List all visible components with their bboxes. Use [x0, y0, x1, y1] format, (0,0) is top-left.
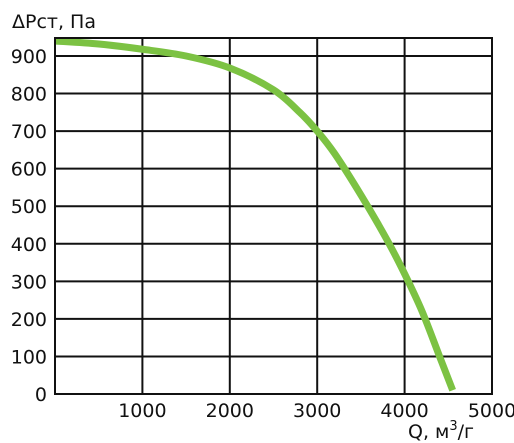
y-tick-label-500: 500 — [11, 196, 47, 218]
y-tick-label-900: 900 — [11, 46, 47, 68]
y-tick-label-400: 400 — [11, 234, 47, 256]
x-tick-label-1000: 1000 — [118, 400, 166, 422]
y-tick-label-0: 0 — [35, 384, 47, 406]
x-axis-title-sup: 3 — [449, 419, 457, 434]
plot-frame — [54, 37, 493, 395]
y-tick-label-600: 600 — [11, 159, 47, 181]
y-tick-label-800: 800 — [11, 84, 47, 106]
x-tick-labels: 1000 2000 3000 4000 5000 — [118, 400, 514, 422]
y-tick-label-300: 300 — [11, 271, 47, 293]
grid — [55, 38, 492, 394]
y-tick-label-100: 100 — [11, 346, 47, 368]
x-axis-title: Q, м3/г — [408, 419, 474, 443]
series-layer — [54, 37, 456, 392]
x-tick-label-3000: 3000 — [293, 400, 341, 422]
y-tick-label-200: 200 — [11, 309, 47, 331]
x-tick-label-2000: 2000 — [206, 400, 254, 422]
y-tick-labels: 0 100 200 300 400 500 600 700 800 900 — [11, 46, 47, 406]
x-axis-title-main: Q, м — [408, 421, 449, 443]
y-tick-label-700: 700 — [11, 121, 47, 143]
x-axis-title-tail: /г — [458, 421, 474, 443]
x-tick-label-5000: 5000 — [468, 400, 514, 422]
plot-border — [54, 37, 493, 395]
x-tick-label-4000: 4000 — [380, 400, 428, 422]
y-axis-title: ΔPст, Па — [12, 11, 96, 33]
